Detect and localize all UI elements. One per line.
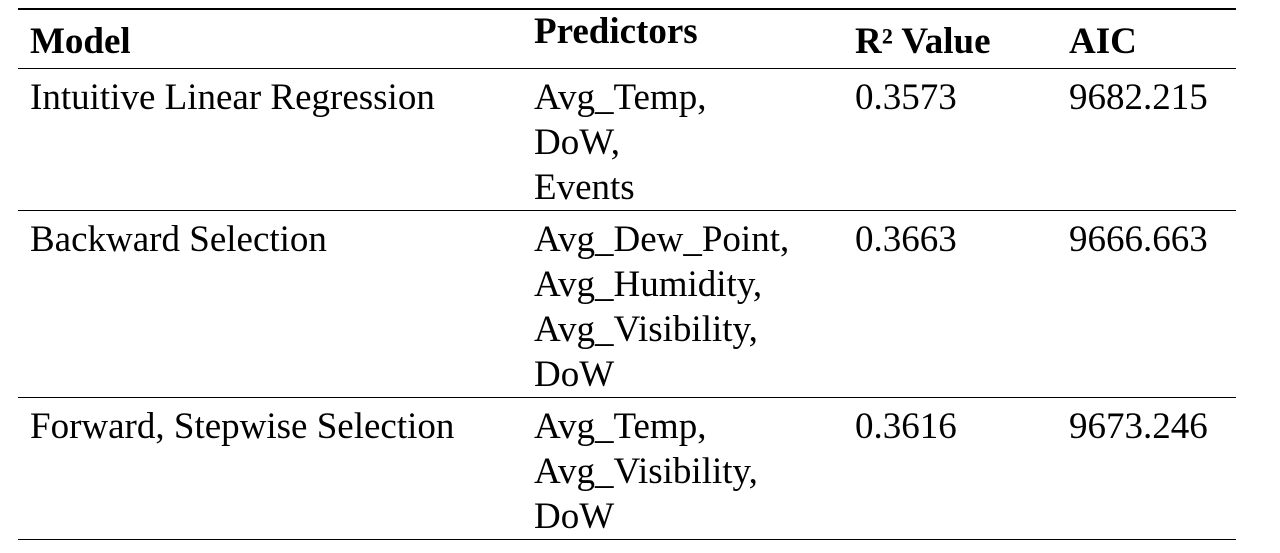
cell-predictors: Avg_Temp, DoW, Events [522, 69, 843, 211]
table-row: Intuitive Linear Regression Avg_Temp, Do… [18, 69, 1236, 211]
header-model: Model [30, 21, 131, 62]
cell-r2-value: 0.3663 [855, 219, 957, 260]
model-comparison-table: Model Predictors R² Value AIC Intuitive … [18, 8, 1236, 540]
predictor-item: Avg_Visibility, [534, 309, 758, 350]
predictor-item: DoW, [534, 122, 620, 163]
cell-predictors: Avg_Dew_Point, Avg_Humidity, Avg_Visibil… [522, 211, 843, 398]
predictor-item: Avg_Humidity, [534, 264, 763, 305]
cell-aic: 9673.246 [1069, 406, 1208, 447]
table-row: Forward, Stepwise Selection Avg_Temp, Av… [18, 398, 1236, 540]
cell-r2-value: 0.3616 [855, 406, 957, 447]
cell-model: Forward, Stepwise Selection [30, 406, 455, 447]
header-r2-value: R² Value [855, 21, 991, 62]
predictor-item: DoW [534, 354, 615, 395]
table-row: Backward Selection Avg_Dew_Point, Avg_Hu… [18, 211, 1236, 398]
model-comparison-table-container: Model Predictors R² Value AIC Intuitive … [18, 8, 1236, 540]
cell-aic: 9666.663 [1069, 219, 1208, 260]
header-aic: AIC [1069, 21, 1137, 62]
cell-aic: 9682.215 [1069, 77, 1208, 118]
table-header-row: Model Predictors R² Value AIC [18, 9, 1236, 69]
predictor-item: Avg_Dew_Point, [534, 219, 790, 260]
predictor-item: Avg_Temp, [534, 77, 707, 118]
cell-predictors: Avg_Temp, Avg_Visibility, DoW [522, 398, 843, 540]
cell-model: Backward Selection [30, 219, 327, 260]
predictor-item: Events [534, 167, 635, 208]
predictor-item: Avg_Visibility, [534, 451, 758, 492]
cell-model: Intuitive Linear Regression [30, 77, 435, 118]
header-predictors: Predictors [534, 11, 698, 52]
predictor-item: DoW [534, 496, 615, 537]
cell-r2-value: 0.3573 [855, 77, 957, 118]
predictor-item: Avg_Temp, [534, 406, 707, 447]
